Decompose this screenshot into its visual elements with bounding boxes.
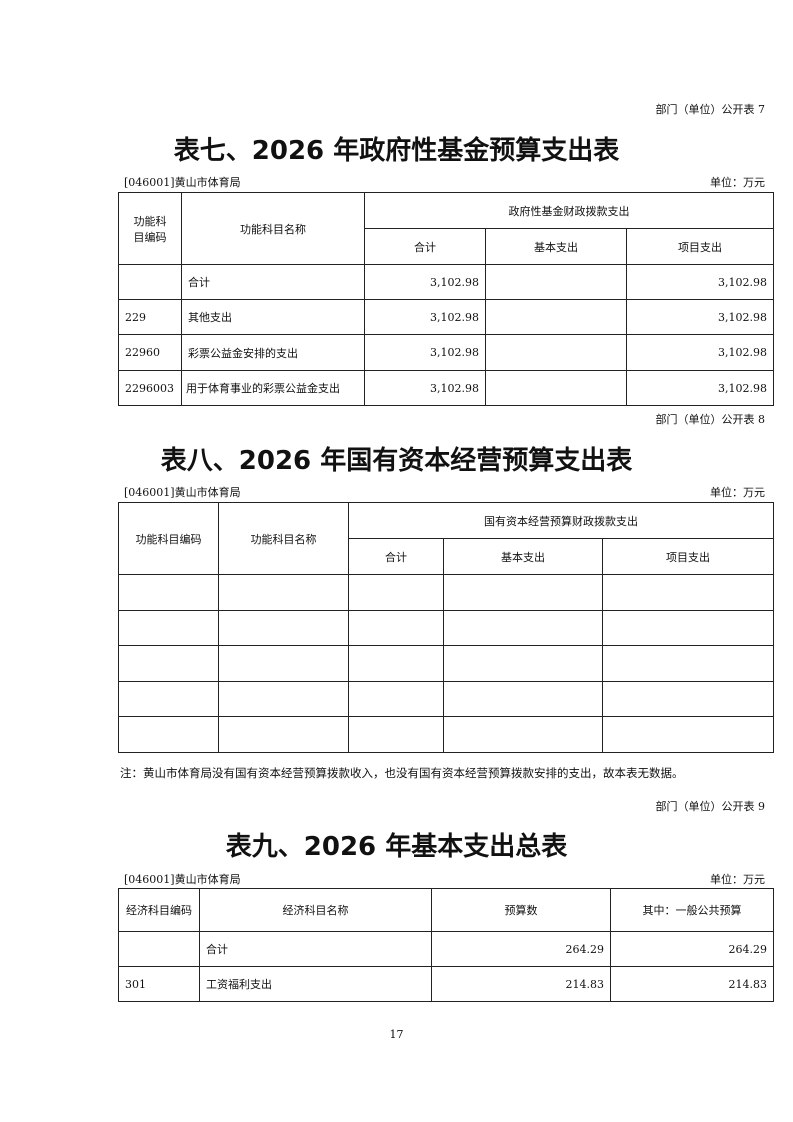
cell-total: 3,102.98 [364,334,486,371]
cell-name: 其他支出 [181,299,365,335]
table8-unit: 单位：万元 [710,486,765,499]
cell-code: 229 [118,299,182,335]
table9-unit: 单位：万元 [710,873,765,886]
page-number: 17 [389,1028,404,1041]
table-row: 301 工资福利支出 214.83 214.83 [118,966,774,1002]
cell-code: 301 [118,966,200,1002]
table7-tag: 部门（单位）公开表 7 [655,103,766,116]
header-general: 其中：一般公共预算 [610,888,774,932]
empty-row [118,645,775,682]
header-name: 经济科目名称 [199,888,432,932]
cell-name: 用于体育事业的彩票公益金支出 [181,370,365,406]
cell-code: 2296003 [118,370,182,406]
table7: 功能科目编码 功能科目名称 政府性基金财政拨款支出 合计 基本支出 项目支出 合… [118,192,775,406]
empty-row [118,574,775,611]
cell-name: 合计 [199,931,432,967]
header-total: 合计 [348,538,444,575]
cell-basic [485,299,627,335]
cell-budget: 264.29 [431,931,611,967]
empty-row [118,716,775,753]
header-code: 功能科目编码 [118,192,182,265]
cell-project: 3,102.98 [625,299,775,335]
cell-name: 工资福利支出 [199,966,432,1002]
header-project: 项目支出 [625,228,775,265]
cell-name: 彩票公益金安排的支出 [181,334,365,371]
table-row: 合计 264.29 264.29 [118,931,774,967]
table8-title: 表八、2026 年国有资本经营预算支出表 [160,446,633,476]
table9-tag: 部门（单位）公开表 9 [655,800,766,813]
cell-basic [485,264,627,300]
header-budget: 预算数 [431,888,611,932]
header-basic: 基本支出 [485,228,627,265]
cell-total: 3,102.98 [364,370,486,406]
table7-title: 表七、2026 年政府性基金预算支出表 [173,136,620,166]
cell-total: 3,102.98 [364,299,486,335]
table-row: 2296003 用于体育事业的彩票公益金支出 3,102.98 3,102.98 [118,370,775,406]
cell-project: 3,102.98 [625,370,775,406]
header-total: 合计 [364,228,486,265]
cell-code: 22960 [118,334,182,371]
cell-total: 3,102.98 [364,264,486,300]
table-row: 22960 彩票公益金安排的支出 3,102.98 3,102.98 [118,334,775,371]
cell-general: 214.83 [610,966,774,1002]
table-row: 229 其他支出 3,102.98 3,102.98 [118,299,775,335]
cell-code [118,931,200,967]
header-name: 功能科目名称 [181,192,365,265]
cell-budget: 214.83 [431,966,611,1002]
table9-title: 表九、2026 年基本支出总表 [225,832,568,862]
cell-project: 3,102.98 [625,264,775,300]
table8-tag: 部门（单位）公开表 8 [655,413,766,426]
table8-org: [046001]黄山市体育局 [124,486,241,499]
header-group: 政府性基金财政拨款支出 [363,192,775,229]
cell-basic [485,370,627,406]
table9-org: [046001]黄山市体育局 [124,873,241,886]
table8-note: 注：黄山市体育局没有国有资本经营预算拨款收入，也没有国有资本经营预算拨款安排的支… [120,766,684,780]
header-basic: 基本支出 [443,538,603,575]
table7-org: [046001]黄山市体育局 [124,176,241,189]
table8: 功能科目编码 功能科目名称 国有资本经营预算财政拨款支出 合计 基本支出 项目支… [118,502,775,753]
header-project: 项目支出 [601,538,775,575]
header-group: 国有资本经营预算财政拨款支出 [347,502,775,539]
table-row: 合计 3,102.98 3,102.98 [118,264,775,300]
empty-row [118,681,775,717]
cell-basic [485,334,627,371]
header-name: 功能科目名称 [218,502,349,575]
table9: 经济科目编码 经济科目名称 预算数 其中：一般公共预算 合计 264.29 26… [118,888,774,1002]
table7-unit: 单位：万元 [710,176,765,189]
cell-general: 264.29 [610,931,774,967]
header-code: 经济科目编码 [118,888,200,932]
header-code: 功能科目编码 [118,502,219,575]
cell-name: 合计 [181,264,365,300]
cell-code [118,264,182,300]
cell-project: 3,102.98 [625,334,775,371]
empty-row [118,610,775,646]
